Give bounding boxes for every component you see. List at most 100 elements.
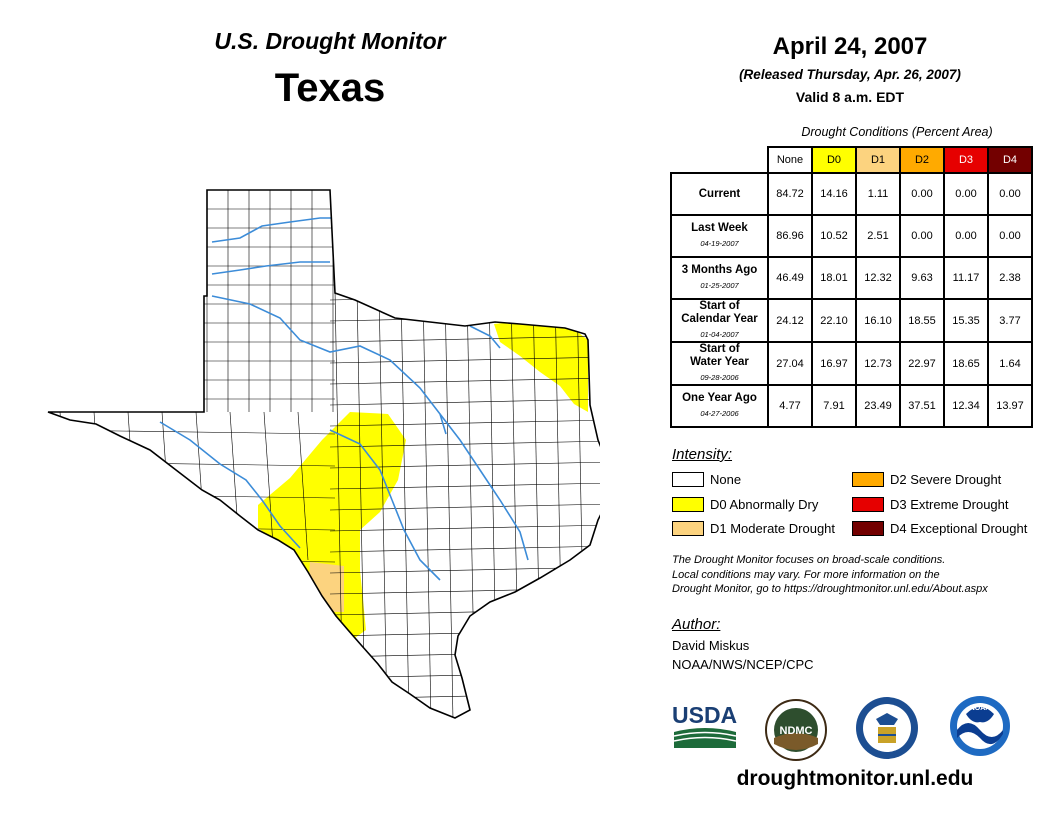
map-date: April 24, 2007 (772, 33, 928, 60)
cell-none: 4.77 (767, 384, 813, 428)
cell-d3: 18.65 (943, 341, 989, 386)
river-line (439, 413, 529, 561)
note-line-3: Drought Monitor, go to https://droughtmo… (672, 583, 988, 595)
cell-none: 46.49 (767, 256, 813, 300)
col-d0: D0 (811, 146, 857, 174)
table-row: Current 84.72 14.16 1.11 0.00 0.00 0.00 (670, 172, 1033, 216)
river-line (211, 261, 330, 275)
cell-d1: 2.51 (855, 214, 901, 258)
legend-item-d0: D0 Abnormally Dry (672, 496, 818, 512)
legend-label: None (710, 471, 742, 487)
d1-moderate-drought-area (308, 562, 344, 612)
col-d3: D3 (943, 146, 989, 174)
col-d2: D2 (899, 146, 945, 174)
river-line (469, 325, 501, 349)
legend-label: D2 Severe Drought (890, 471, 1002, 487)
row-label: Last Week 04-19-2007 (670, 214, 769, 258)
monitor-title: U.S. Drought Monitor (214, 28, 446, 54)
cell-d3: 0.00 (943, 214, 989, 258)
cell-d4: 0.00 (987, 214, 1033, 258)
row-label: Start of Calendar Year 01-04-2007 (670, 298, 769, 343)
cell-d0: 10.52 (811, 214, 857, 258)
cell-d4: 13.97 (987, 384, 1033, 428)
county-line (329, 398, 600, 406)
legend-item-none: None (672, 471, 741, 487)
ndmc-logo: NDMC (765, 699, 827, 761)
cell-d0: 14.16 (811, 172, 857, 216)
usda-logo-graphic (673, 728, 737, 748)
county-line (329, 482, 600, 490)
cell-d1: 12.32 (855, 256, 901, 300)
county-line (329, 671, 600, 679)
river-line (211, 295, 447, 435)
cell-d0: 22.10 (811, 298, 857, 343)
table-row: 3 Months Ago 01-25-2007 46.49 18.01 12.32 9.6… (670, 256, 1033, 300)
cell-d4: 0.00 (987, 172, 1033, 216)
cell-d2: 9.63 (899, 256, 945, 300)
county-line (444, 289, 454, 718)
cell-d4: 2.38 (987, 256, 1033, 300)
county-line (329, 440, 600, 448)
row-label-text: 3 Months Ago (681, 264, 758, 276)
d0-abnormally-dry-area-central (258, 412, 406, 640)
row-label-text-2: Water Year (690, 356, 749, 368)
col-d1: D1 (855, 146, 901, 174)
river-line (159, 421, 301, 549)
cell-d0: 16.97 (811, 341, 857, 386)
county-line (48, 557, 336, 563)
usda-logo-text: USDA (672, 702, 738, 728)
release-date: (Released Thursday, Apr. 26, 2007) (739, 67, 961, 82)
cell-none: 27.04 (767, 341, 813, 386)
cell-none: 86.96 (767, 214, 813, 258)
row-label: Current (670, 172, 769, 216)
cell-d1: 16.10 (855, 298, 901, 343)
legend-label: D1 Moderate Drought (710, 520, 836, 536)
row-label-text: Last Week (691, 222, 748, 234)
cell-d4: 1.64 (987, 341, 1033, 386)
noaa-logo-text: NOAA (970, 705, 991, 712)
cell-d2: 18.55 (899, 298, 945, 343)
legend-label: D3 Extreme Drought (890, 496, 1009, 512)
cell-none: 84.72 (767, 172, 813, 216)
legend-item-d4: D4 Exceptional Drought (852, 520, 1027, 536)
texas-drought-map (47, 189, 600, 719)
row-date: 04-27-2006 (700, 409, 739, 418)
county-line (93, 411, 105, 561)
legend-swatch (852, 471, 884, 487)
cell-d4: 3.77 (987, 298, 1033, 343)
cell-d3: 11.17 (943, 256, 989, 300)
county-line (329, 293, 600, 301)
ndmc-logo-text: NDMC (780, 725, 813, 737)
cell-d0: 18.01 (811, 256, 857, 300)
cell-d0: 7.91 (811, 384, 857, 428)
commerce-seal-logo (856, 697, 918, 759)
cell-d3: 12.34 (943, 384, 989, 428)
cell-d3: 0.00 (943, 172, 989, 216)
row-label: One Year Ago 04-27-2006 (670, 384, 769, 428)
col-none: None (767, 146, 813, 174)
note-line-1: The Drought Monitor focuses on broad-sca… (672, 554, 946, 566)
author-organization: NOAA/NWS/NCEP/CPC (672, 657, 814, 672)
county-line (329, 335, 600, 343)
county-line (59, 411, 71, 561)
website-url[interactable]: droughtmonitor.unl.edu (736, 767, 974, 790)
cell-d2: 22.97 (899, 341, 945, 386)
row-label-text: Start of (699, 300, 740, 312)
legend-swatch (672, 471, 704, 487)
legend-swatch (852, 520, 884, 536)
county-line (263, 411, 275, 561)
legend-swatch (672, 496, 704, 512)
legend-item-d3: D3 Extreme Drought (852, 496, 1009, 512)
texas-state-outline (47, 189, 600, 719)
row-date: 01-04-2007 (700, 330, 739, 339)
county-line (329, 377, 600, 385)
note-line-2: Local conditions may vary. For more info… (672, 568, 940, 581)
legend-swatch (672, 520, 704, 536)
table-row: Last Week 04-19-2007 86.96 10.52 2.51 0.00 0.0… (670, 214, 1033, 258)
noaa-logo: NOAA (950, 696, 1010, 756)
row-date: 01-25-2007 (700, 281, 739, 290)
cell-d2: 37.51 (899, 384, 945, 428)
author-name: David Miskus (672, 638, 750, 653)
table-header-row: None D0 D1 D2 D3 D4 (671, 146, 1033, 174)
row-date: 09-28-2006 (700, 373, 739, 382)
